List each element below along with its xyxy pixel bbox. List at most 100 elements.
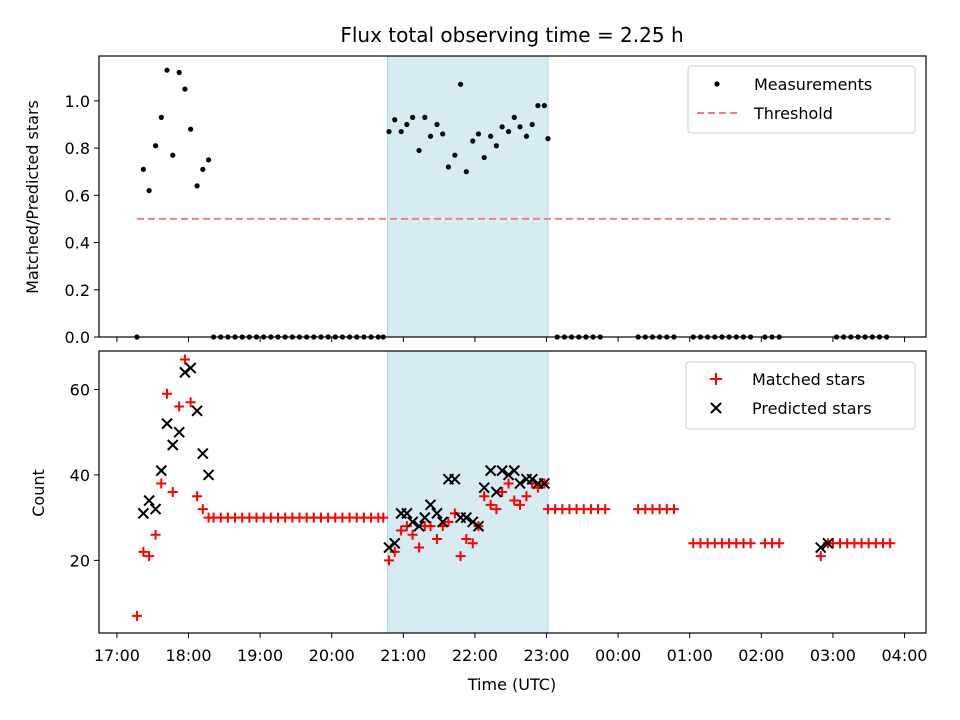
predicted-stars-point bbox=[449, 473, 461, 485]
predicted-stars-point bbox=[815, 541, 827, 554]
predicted-stars-point bbox=[202, 469, 215, 481]
matched-stars-point bbox=[162, 388, 173, 399]
measurement-point bbox=[463, 169, 469, 175]
matched-stars-point bbox=[414, 542, 425, 553]
predicted-stars-point bbox=[167, 439, 179, 451]
top-legend: Measurements Threshold bbox=[687, 65, 916, 134]
measurement-point bbox=[505, 128, 512, 135]
matched-stars-point bbox=[449, 508, 460, 519]
matched-stars-point bbox=[485, 499, 496, 510]
top-y-axis-label: Matched/Predicted stars bbox=[23, 100, 42, 294]
predicted-stars-point bbox=[467, 516, 479, 528]
predicted-stars-point bbox=[538, 477, 551, 490]
matched-stars-point bbox=[443, 516, 454, 527]
measurement-point bbox=[140, 166, 146, 172]
matched-stars-point bbox=[179, 354, 190, 365]
matched-stars-point bbox=[197, 504, 208, 515]
x-tick-label: 02:00 bbox=[738, 646, 784, 665]
matched-stars-point bbox=[885, 538, 896, 549]
predicted-stars-point bbox=[496, 464, 508, 477]
measurement-point bbox=[434, 121, 440, 128]
matched-stars-point bbox=[455, 551, 466, 562]
predicted-stars-point bbox=[478, 482, 490, 494]
top-y-tick-label: 0.0 bbox=[65, 328, 90, 347]
top-y-tick-label: 1.0 bbox=[65, 92, 90, 111]
matched-stars-point bbox=[461, 534, 472, 544]
bottom-legend-box bbox=[685, 361, 916, 430]
matched-stars-point bbox=[203, 512, 214, 523]
measurement-point bbox=[176, 69, 182, 76]
x-tick-label: 21:00 bbox=[380, 646, 426, 665]
bottom-y-tick-label: 40 bbox=[70, 466, 90, 485]
matched-stars-point bbox=[745, 538, 756, 549]
predicted-stars-point bbox=[472, 520, 485, 532]
measurement-point bbox=[392, 117, 398, 123]
predicted-stars-point bbox=[197, 447, 209, 460]
predicted-stars-point bbox=[526, 473, 538, 485]
predicted-stars-point bbox=[508, 464, 520, 477]
bottom-y-tick-label: 60 bbox=[70, 380, 90, 399]
measurement-point bbox=[404, 121, 410, 128]
predicted-stars-point bbox=[436, 516, 449, 528]
matched-stars-point bbox=[515, 499, 526, 510]
matched-stars-point bbox=[774, 538, 785, 549]
matched-stars-point bbox=[131, 610, 142, 621]
predicted-stars-point bbox=[389, 537, 401, 549]
matched-stars-point bbox=[150, 529, 161, 540]
predicted-stars-point bbox=[191, 405, 203, 417]
matched-stars-point bbox=[174, 401, 185, 412]
matched-stars-point bbox=[668, 504, 679, 515]
matched-stars-point bbox=[497, 487, 508, 497]
predicted-legend-label: Predicted stars bbox=[752, 399, 872, 418]
predicted-stars-point bbox=[514, 477, 526, 490]
x-tick-label: 23:00 bbox=[523, 646, 569, 665]
predicted-stars-point bbox=[413, 520, 425, 532]
measurement-point bbox=[541, 102, 547, 109]
x-tick-label: 03:00 bbox=[810, 646, 856, 665]
predicted-stars-point bbox=[822, 537, 834, 549]
x-tick-label: 22:00 bbox=[452, 646, 498, 665]
x-tick-label: 04:00 bbox=[881, 646, 927, 665]
top-axes-frame bbox=[98, 55, 927, 338]
x-tick-label: 19:00 bbox=[237, 646, 283, 665]
bottom-axes-frame bbox=[98, 350, 927, 634]
measurement-point bbox=[422, 114, 428, 120]
measurement-point bbox=[416, 147, 422, 154]
measurement-point bbox=[200, 166, 206, 172]
measurement-point bbox=[499, 124, 505, 130]
measurement-point bbox=[545, 136, 551, 142]
x-tick-label: 17:00 bbox=[94, 646, 140, 665]
top-y-tick-label: 0.8 bbox=[65, 139, 90, 158]
matched-stars-point bbox=[407, 529, 418, 540]
x-axis-label: Time (UTC) bbox=[467, 675, 556, 694]
measurement-point bbox=[475, 131, 482, 137]
measurement-point bbox=[452, 152, 458, 158]
measurements-legend-label: Measurements bbox=[754, 75, 872, 94]
predicted-stars-point bbox=[155, 464, 168, 477]
measurement-point bbox=[488, 133, 494, 139]
predicted-legend-marker bbox=[710, 402, 722, 414]
matched-stars-point bbox=[401, 521, 412, 532]
matched-legend-label: Matched stars bbox=[752, 370, 865, 389]
measurement-point bbox=[146, 187, 152, 194]
measurements-legend-marker bbox=[714, 81, 720, 87]
measurement-point bbox=[427, 133, 434, 139]
measurement-point bbox=[481, 154, 487, 161]
top-y-tick-label: 0.4 bbox=[65, 234, 90, 253]
matched-stars-point bbox=[138, 546, 149, 557]
measurement-point bbox=[535, 102, 541, 109]
top-legend-box bbox=[687, 65, 916, 134]
measurement-point bbox=[445, 164, 452, 170]
predicted-stars-point bbox=[419, 511, 431, 524]
matched-stars-point bbox=[383, 555, 394, 566]
top-highlight-span bbox=[387, 55, 549, 338]
bottom-y-axis-label: Count bbox=[29, 469, 48, 517]
matched-stars-point bbox=[815, 551, 826, 562]
matched-legend-marker bbox=[710, 373, 722, 385]
predicted-stars-point bbox=[460, 511, 473, 524]
top-y-tick-label: 0.6 bbox=[65, 186, 90, 205]
matched-stars-point bbox=[479, 491, 490, 502]
bottom-legend: Matched stars Predicted stars bbox=[685, 361, 916, 430]
x-tick-label: 20:00 bbox=[309, 646, 355, 665]
